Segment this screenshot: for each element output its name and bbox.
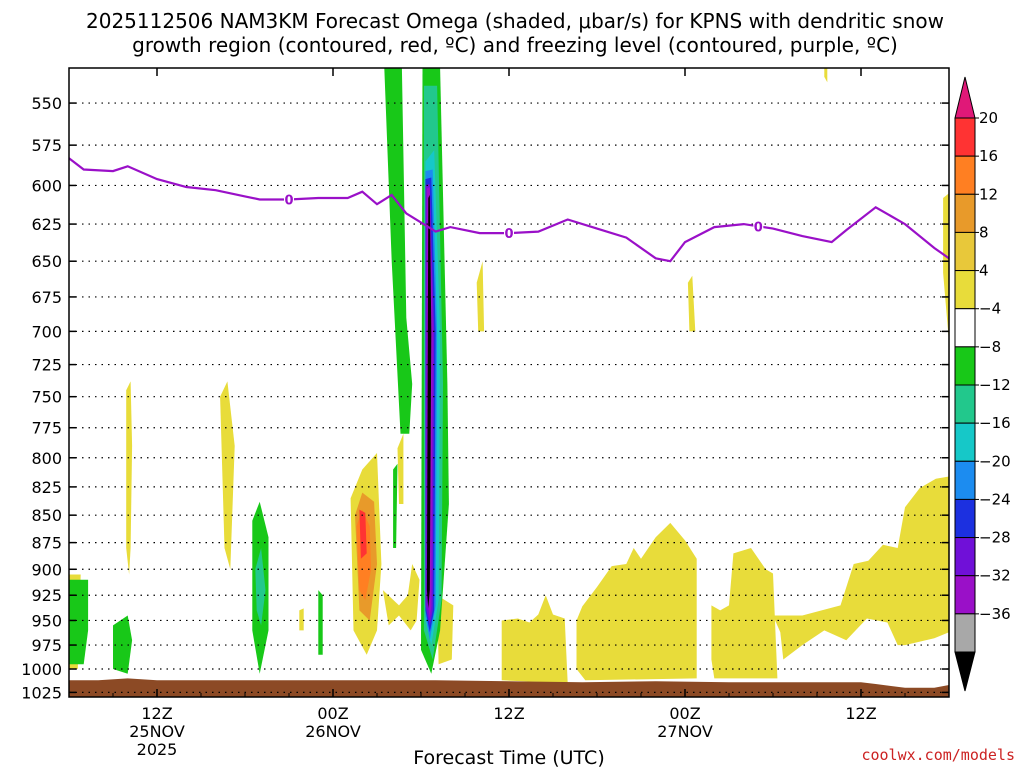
y-tick-label-900: 900 [31, 560, 62, 579]
colorbar-label-0: 20 [979, 109, 998, 127]
freezing-level-label-2: 0 [754, 220, 763, 235]
freezing-label-bg-0 [284, 191, 294, 207]
omega-region-18 [476, 261, 485, 332]
omega-region-14 [393, 463, 398, 548]
omega-region-4 [220, 381, 235, 570]
omega-region-29 [687, 275, 696, 332]
freezing-level-line [69, 157, 949, 263]
y-tick-label-650: 650 [31, 252, 62, 271]
ground-surface [69, 678, 949, 697]
omega-region-6 [255, 548, 266, 626]
credit-text: coolwx.com/models [861, 746, 1015, 764]
colorbar-swatch-12 [954, 575, 976, 615]
y-tick-label-975: 975 [31, 636, 62, 655]
colorbar-swatch-7 [954, 384, 976, 424]
x-tick-label-1-1: 00Z [317, 704, 348, 723]
omega-region-1 [69, 579, 89, 665]
omega-region-27 [501, 595, 568, 684]
colorbar-swatch-13 [954, 613, 976, 653]
colorbar-swatch-3 [954, 231, 976, 272]
omega-region-12 [359, 509, 367, 559]
colorbar-label-6: −8 [979, 338, 1001, 356]
colorbar: 20 16 12 8 4 −4 −8 −12 −16 −20 −24 −28 −32 −36 [954, 76, 1011, 692]
colorbar-swatch-11 [954, 537, 976, 577]
freezing-level-label-0: 0 [284, 194, 293, 209]
freezing-label-bg-2 [753, 218, 764, 234]
y-tick-label-550: 550 [31, 94, 62, 113]
omega-region-28 [576, 522, 697, 681]
omega-region-16 [382, 564, 420, 631]
freezing-level-label-1: 0 [504, 227, 513, 242]
colorbar-swatch-5 [954, 308, 976, 348]
colorbar-label-4: 4 [979, 262, 989, 280]
x-tick-label-0-2: 25NOV [129, 722, 185, 741]
chart-title-line-2: growth region (contoured, red, ºC) and f… [132, 33, 898, 57]
y-tick-label-775: 775 [31, 419, 62, 438]
colorbar-label-11: −28 [979, 529, 1011, 547]
x-tick-label-0-3: 2025 [137, 740, 178, 759]
omega-region-15 [397, 433, 404, 504]
colorbar-swatch-10 [954, 498, 976, 539]
colorbar-top-arrow [954, 76, 976, 119]
y-tick-label-925: 925 [31, 586, 62, 605]
omega-region-13 [384, 68, 413, 434]
colorbar-label-12: −32 [979, 567, 1011, 585]
omega-region-26 [426, 194, 432, 609]
omega-region-2 [113, 615, 133, 674]
colorbar-label-3: 8 [979, 223, 989, 241]
omega-region-32 [824, 68, 828, 83]
colorbar-bottom-arrow [954, 651, 976, 692]
chart-title-line-1: 2025112506 NAM3KM Forecast Omega (shaded… [86, 9, 944, 33]
colorbar-label-10: −24 [979, 490, 1011, 508]
colorbar-swatch-0 [954, 117, 976, 157]
y-tick-label-575: 575 [31, 136, 62, 155]
omega-region-7 [299, 608, 304, 631]
x-tick-label-2-1: 12Z [493, 704, 524, 723]
y-tick-label-600: 600 [31, 176, 62, 195]
colorbar-label-13: −36 [979, 605, 1011, 623]
colorbar-label-2: 12 [979, 185, 998, 203]
plot-frame [68, 67, 950, 698]
y-tick-label-950: 950 [31, 611, 62, 630]
colorbar-swatch-4 [954, 270, 976, 310]
x-tick-label-4-1: 12Z [845, 704, 876, 723]
x-tick-label-3-1: 00Z [669, 704, 700, 723]
x-tick-label-1-2: 26NOV [305, 722, 361, 741]
colorbar-label-5: −4 [979, 300, 1001, 318]
omega-region-3 [126, 381, 133, 575]
omega-region-33 [943, 193, 949, 343]
colorbar-swatch-6 [954, 346, 976, 386]
colorbar-label-7: −12 [979, 376, 1011, 394]
colorbar-label-9: −20 [979, 452, 1011, 470]
y-tick-label-700: 700 [31, 322, 62, 341]
colorbar-swatch-8 [954, 422, 976, 462]
plot-content: 0 0 0 [69, 68, 949, 697]
plot-area: 0 0 0 550 575 600 625 650 675 700 725 750 775 800 825 8… [21, 67, 1011, 759]
colorbar-label-8: −16 [979, 414, 1011, 432]
y-tick-label-675: 675 [31, 288, 62, 307]
x-axis-label: Forecast Time (UTC) [413, 747, 604, 768]
colorbar-swatch-1 [954, 155, 976, 195]
y-tick-label-1025: 1025 [21, 683, 62, 702]
omega-region-8 [318, 590, 323, 655]
omega-region-30 [711, 548, 778, 679]
y-tick-label-750: 750 [31, 388, 62, 407]
x-tick-label-0-1: 12Z [141, 704, 172, 723]
colorbar-swatch-9 [954, 460, 976, 500]
colorbar-swatch-2 [954, 193, 976, 233]
y-tick-label-1000: 1000 [21, 660, 62, 679]
colorbar-label-1: 16 [979, 147, 998, 165]
y-tick-label-825: 825 [31, 478, 62, 497]
y-tick-label-875: 875 [31, 534, 62, 553]
y-tick-label-625: 625 [31, 215, 62, 234]
freezing-label-bg-1 [504, 225, 514, 241]
omega-region-31 [773, 476, 949, 660]
y-tick-label-800: 800 [31, 449, 62, 468]
y-tick-label-850: 850 [31, 506, 62, 525]
y-tick-label-725: 725 [31, 356, 62, 375]
x-tick-label-3-2: 27NOV [657, 722, 713, 741]
